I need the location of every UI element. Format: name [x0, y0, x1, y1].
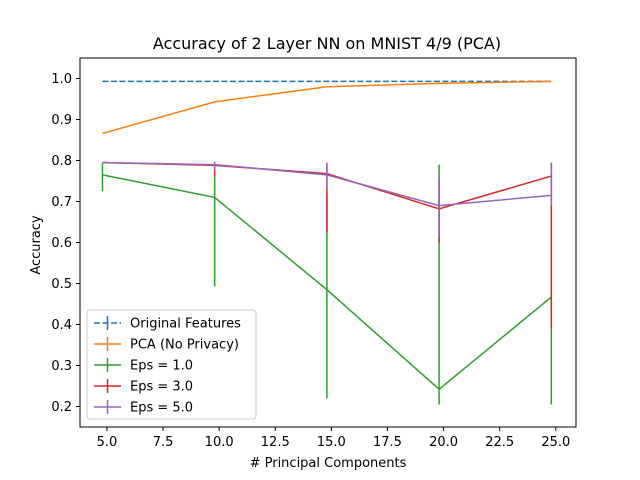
y-tick-label: 0.6: [51, 236, 72, 251]
legend-label: Eps = 5.0: [130, 401, 193, 416]
x-tick-label: 22.5: [485, 435, 514, 450]
x-tick-label: 25.0: [541, 435, 570, 450]
y-axis-title: Accuracy: [29, 215, 44, 275]
legend-label: PCA (No Privacy): [130, 338, 239, 353]
series-line: [102, 161, 552, 207]
axes: 5.0 7.5 10.0 12.5 15.0 17.5 20.0 22.5 25.0 0.2 0.3…: [51, 57, 577, 450]
y-tick-label: 1.0: [51, 72, 72, 87]
legend-item: Eps = 5.0: [94, 400, 193, 416]
legend-label: Eps = 3.0: [130, 380, 193, 395]
legend-label: Original Features: [130, 317, 241, 332]
x-tick-label: 5.0: [97, 435, 118, 450]
y-tick-label: 0.4: [51, 318, 72, 333]
legend-item: Eps = 3.0: [94, 379, 193, 395]
plot-area: [101, 80, 553, 405]
legend-item: PCA (No Privacy): [94, 337, 239, 353]
y-tick-label: 0.5: [51, 277, 72, 292]
series-line: [102, 174, 552, 391]
legend-box: [86, 309, 257, 420]
x-tick-label: 10.0: [205, 435, 234, 450]
x-tick-label: 15.0: [317, 435, 346, 450]
series-line: [102, 80, 552, 135]
x-tick-label: 17.5: [373, 435, 402, 450]
y-tick-label: 0.9: [51, 113, 72, 128]
legend-label: Eps = 1.0: [130, 359, 193, 374]
series-4: [102, 161, 553, 239]
x-tick-label: 7.5: [153, 435, 174, 450]
y-tick-label: 0.7: [51, 195, 72, 210]
legend-item: Eps = 1.0: [94, 358, 193, 374]
y-tick-label: 0.8: [51, 154, 72, 169]
legend-item: Original Features: [94, 316, 241, 332]
x-tick-label: 12.5: [261, 435, 290, 450]
y-tick-label: 0.2: [51, 400, 72, 415]
chart-title: Accuracy of 2 Layer NN on MNIST 4/9 (PCA…: [153, 34, 501, 53]
legend: Original Features PCA (No Privacy) Eps = 1…: [86, 309, 257, 420]
series-1: [102, 80, 552, 135]
x-tick-label: 20.0: [429, 435, 458, 450]
y-tick-label: 0.3: [51, 359, 72, 374]
x-axis-title: # Principal Components: [250, 456, 407, 471]
